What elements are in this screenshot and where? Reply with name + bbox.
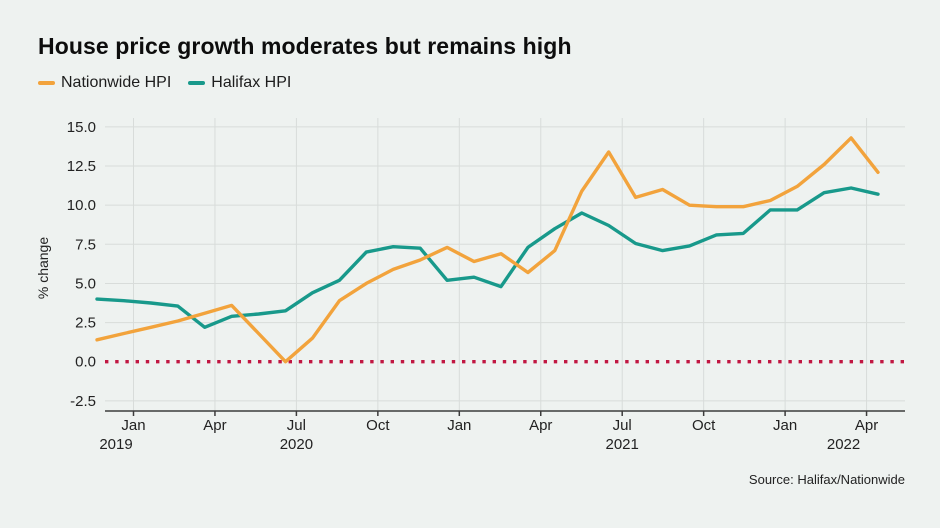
y-tick-label: 15.0 — [67, 119, 96, 136]
x-tick-label: Apr — [529, 417, 552, 434]
x-tick-label: Jan — [447, 417, 471, 434]
year-label: 2020 — [280, 436, 313, 453]
x-tick-label: Jan — [773, 417, 797, 434]
legend-label-nationwide: Nationwide HPI — [61, 74, 172, 91]
x-tick-label: Jul — [287, 417, 306, 434]
year-label: 2022 — [827, 436, 860, 453]
x-tick-label: Apr — [203, 417, 226, 434]
year-label: 2021 — [606, 436, 639, 453]
y-tick-label: 7.5 — [75, 236, 96, 253]
year-label: 2019 — [99, 436, 132, 453]
chart-title: House price growth moderates but remains… — [38, 33, 572, 59]
y-tick-label: 5.0 — [75, 275, 96, 292]
legend-label-halifax: Halifax HPI — [211, 74, 292, 91]
y-tick-label: 2.5 — [75, 315, 96, 332]
y-tick-label: -2.5 — [70, 393, 96, 410]
y-tick-label: 10.0 — [67, 197, 96, 214]
x-tick-label: Oct — [692, 417, 716, 434]
y-tick-label: 0.0 — [75, 354, 96, 371]
y-tick-label: 12.5 — [67, 158, 96, 175]
legend: Nationwide HPI Halifax HPI — [38, 74, 291, 92]
x-tick-label: Jan — [121, 417, 145, 434]
halifax-line-swatch-icon — [188, 81, 206, 85]
nationwide-line — [95, 136, 880, 364]
legend-item-halifax: Halifax HPI — [188, 74, 291, 92]
x-tick-label: Apr — [855, 417, 878, 434]
legend-item-nationwide: Nationwide HPI — [38, 74, 171, 92]
nationwide-line-swatch-icon — [38, 81, 55, 85]
x-tick-label: Oct — [366, 417, 390, 434]
x-tick-label: Jul — [613, 417, 632, 434]
source-note: Source: Halifax/Nationwide — [748, 472, 905, 487]
halifax-line — [95, 186, 880, 329]
